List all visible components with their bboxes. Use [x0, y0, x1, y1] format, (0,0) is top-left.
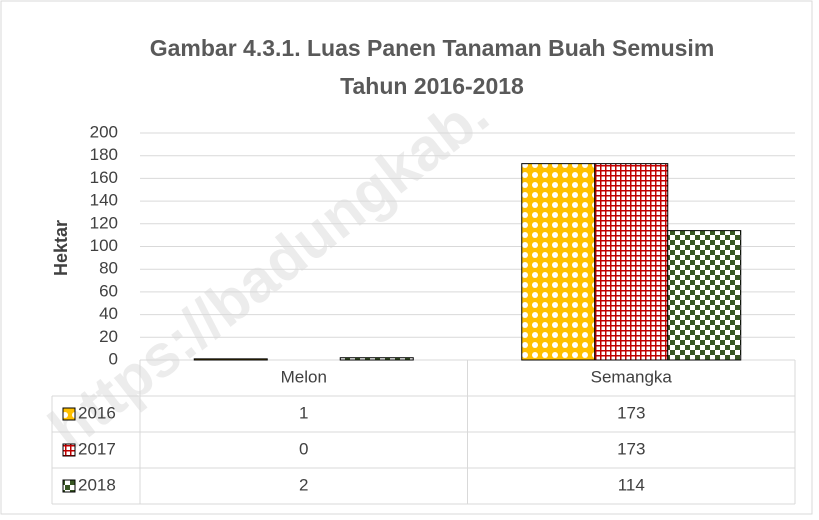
legend-label: 2017 — [78, 439, 116, 458]
y-tick-label: 140 — [90, 191, 118, 210]
legend-key — [62, 407, 76, 421]
legend-label: 2016 — [78, 403, 116, 422]
y-tick-label: 60 — [99, 281, 118, 300]
bar — [594, 163, 669, 361]
table-value: 0 — [299, 439, 308, 458]
y-axis-label: Hektar — [51, 220, 71, 276]
legend-label: 2018 — [78, 475, 116, 494]
legend-key — [62, 443, 76, 457]
legend-key — [62, 479, 76, 493]
y-tick-label: 160 — [90, 168, 118, 187]
y-tick-label: 0 — [109, 349, 118, 368]
table-value: 173 — [617, 403, 645, 422]
bar — [193, 358, 268, 361]
table-value: 1 — [299, 403, 308, 422]
y-tick-label: 120 — [90, 213, 118, 232]
table-value: 114 — [618, 475, 645, 494]
y-tick-label: 40 — [99, 304, 118, 323]
table-value: 173 — [617, 439, 645, 458]
bar — [339, 357, 414, 361]
bar — [667, 230, 742, 361]
bar — [521, 163, 596, 361]
y-tick-label: 200 — [90, 122, 118, 141]
x-tick-label: Semangka — [591, 367, 673, 386]
y-tick-label: 80 — [99, 259, 118, 278]
chart-title: Gambar 4.3.1. Luas Panen Tanaman Buah Se… — [150, 35, 715, 61]
x-tick-label: Melon — [281, 367, 327, 386]
y-tick-label: 180 — [90, 145, 118, 164]
chart-title: Tahun 2016-2018 — [340, 73, 524, 99]
y-tick-label: 20 — [99, 327, 118, 346]
y-tick-label: 100 — [90, 236, 118, 255]
table-value: 2 — [299, 475, 308, 494]
